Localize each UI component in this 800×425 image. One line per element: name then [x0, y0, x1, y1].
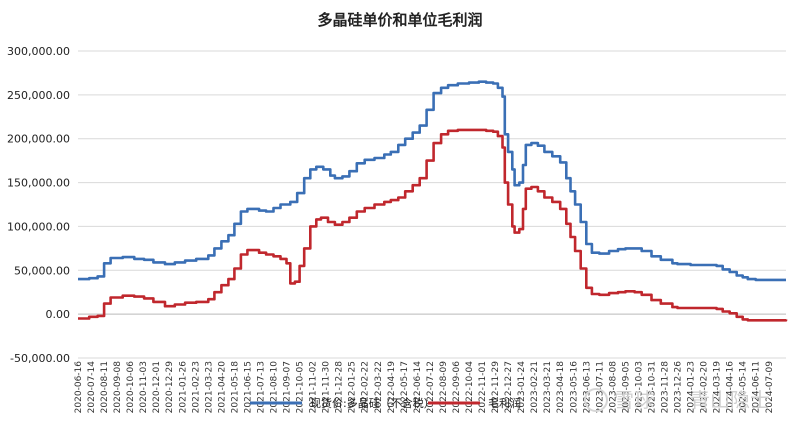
x-tick-label: 2023-04-18 [556, 361, 566, 414]
x-tick-label: 2022-04-19 [387, 361, 397, 414]
x-tick-label: 2021-12-28 [335, 361, 345, 414]
x-tick-label: 2023-10-03 [634, 361, 644, 413]
x-tick-label: 2023-12-26 [674, 361, 684, 414]
x-tick-label: 2024-02-20 [700, 361, 710, 414]
x-tick-label: 2023-05-16 [569, 361, 579, 414]
x-tick-label: 2021-06-15 [243, 361, 253, 413]
x-tick-label: 2024-01-23 [687, 361, 697, 413]
x-tick-label: 2021-02-23 [191, 361, 201, 413]
x-tick-label: 2022-03-22 [374, 361, 384, 413]
x-axis: 2020-06-16 2020-07-14 2020-08-11 2020-09-08… [74, 361, 775, 414]
x-tick-label: 2022-12-27 [504, 361, 514, 413]
x-tick-label: 2024-06-11 [752, 361, 762, 413]
x-tick-label: 2023-10-31 [647, 361, 657, 413]
x-tick-label: 2020-12-29 [165, 361, 175, 414]
x-tick-label: 2022-01-25 [348, 361, 358, 413]
y-axis: -50,000.00 0.00 50,000.00 100,000.00 150,000… [7, 45, 70, 365]
x-tick-label: 2021-11-30 [322, 361, 332, 414]
y-tick-label: 300,000.00 [7, 45, 70, 58]
series-group [78, 80, 788, 322]
y-tick-label: 0.00 [46, 308, 71, 321]
legend: 现货价:多晶硅（不含税） 毛利润 [250, 396, 521, 410]
x-tick-label: 2022-10-04 [465, 361, 475, 414]
x-tick-label: 2020-07-14 [87, 361, 97, 414]
x-tick-label: 2023-06-13 [582, 361, 592, 413]
watermark: 雪球 青山隐士 [584, 388, 770, 412]
legend-label-2: 毛利润 [488, 396, 521, 410]
x-tick-label: 2022-08-09 [439, 361, 449, 414]
x-tick-label: 2023-02-21 [530, 361, 540, 413]
x-tick-label: 2022-07-12 [426, 361, 436, 413]
y-tick-label: 200,000.00 [7, 133, 70, 146]
x-tick-label: 2022-11-29 [491, 361, 501, 414]
chart-title: 多晶硅单价和单位毛利润 [317, 11, 482, 29]
y-tick-label: 250,000.00 [7, 89, 70, 102]
grid-lines [78, 50, 786, 359]
x-tick-label: 2023-01-24 [517, 361, 527, 414]
x-tick-label: 2021-01-26 [178, 361, 188, 414]
x-tick-label: 2021-05-18 [230, 361, 240, 414]
x-tick-label: 2020-06-16 [74, 361, 84, 414]
watermark-brand: 雪球 [614, 388, 654, 412]
x-tick-label: 2024-05-14 [739, 361, 749, 414]
x-tick-label: 2022-05-17 [400, 361, 410, 413]
x-tick-label: 2021-03-23 [204, 361, 214, 413]
x-tick-label: 2020-08-11 [100, 361, 110, 413]
x-tick-label: 2022-11-01 [478, 361, 488, 413]
y-tick-label: -50,000.00 [10, 352, 70, 365]
x-tick-label: 2021-04-20 [217, 361, 227, 414]
x-tick-label: 2021-09-07 [283, 361, 293, 413]
series-line-1 [78, 80, 786, 282]
x-tick-label: 2020-09-08 [113, 361, 123, 414]
y-tick-label: 100,000.00 [7, 220, 70, 233]
x-tick-label: 2023-09-05 [621, 361, 631, 413]
legend-label-1: 现货价:多晶硅（不含税） [310, 396, 435, 410]
x-tick-label: 2022-09-06 [452, 361, 462, 414]
x-tick-label: 2021-08-10 [270, 361, 280, 414]
x-tick-label: 2021-07-13 [256, 361, 266, 413]
x-tick-label: 2020-10-06 [126, 361, 136, 414]
watermark-author: 青山隐士 [690, 388, 770, 412]
x-tick-label: 2023-07-11 [595, 361, 605, 413]
x-tick-label: 2023-08-08 [608, 361, 618, 414]
x-tick-label: 2024-03-19 [713, 361, 723, 414]
x-tick-label: 2021-11-02 [309, 361, 319, 413]
y-tick-label: 150,000.00 [7, 177, 70, 190]
x-tick-label: 2024-04-16 [726, 361, 736, 414]
x-tick-label: 2023-11-28 [661, 361, 671, 414]
x-tick-label: 2024-07-09 [765, 361, 775, 414]
y-tick-label: 50,000.00 [14, 264, 70, 277]
series-line-2 [78, 128, 788, 322]
x-tick-label: 2022-02-22 [361, 361, 371, 413]
x-tick-label: 2020-12-01 [152, 361, 162, 413]
watermark-logo-icon [584, 388, 608, 412]
x-tick-label: 2020-11-03 [139, 361, 149, 413]
x-tick-label: 2022-06-14 [413, 361, 423, 414]
x-tick-label: 2021-10-05 [296, 361, 306, 413]
x-tick-label: 2023-03-21 [543, 361, 553, 413]
